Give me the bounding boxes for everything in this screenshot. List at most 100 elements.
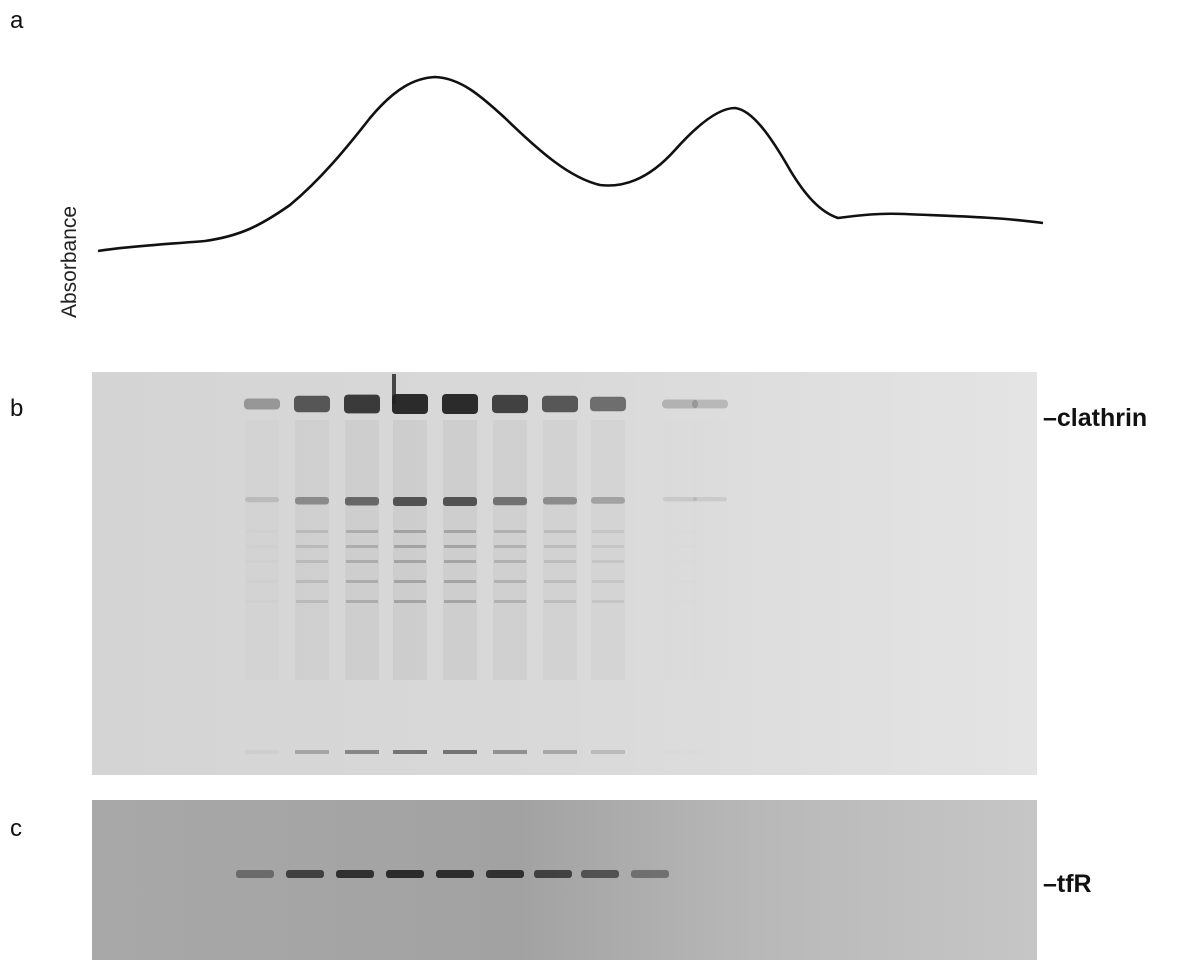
- band: [296, 600, 328, 603]
- band: [493, 750, 527, 754]
- tfr-band: [534, 870, 572, 878]
- band: [592, 560, 624, 563]
- band: [443, 497, 477, 506]
- band: [663, 750, 697, 754]
- band: [591, 750, 625, 754]
- tfr-band: [236, 870, 274, 878]
- band: [246, 560, 278, 563]
- tfr-band: [631, 870, 669, 878]
- gel-image: [92, 372, 1037, 775]
- band: [694, 560, 726, 563]
- band: [345, 497, 379, 506]
- clathrin-band: [542, 395, 578, 413]
- band: [494, 580, 526, 583]
- band: [394, 530, 426, 533]
- band: [592, 600, 624, 603]
- band: [296, 580, 328, 583]
- band: [394, 580, 426, 583]
- band: [296, 560, 328, 563]
- band: [444, 530, 476, 533]
- panel-label: c: [10, 815, 22, 842]
- absorbance-trace: [97, 75, 1044, 253]
- band: [444, 600, 476, 603]
- band: [394, 545, 426, 548]
- band: [393, 750, 427, 754]
- band: [444, 545, 476, 548]
- band: [592, 580, 624, 583]
- band: [664, 560, 696, 563]
- panel-label: b: [10, 395, 23, 422]
- lane-smear: [543, 420, 577, 680]
- clathrin-band: [662, 399, 698, 409]
- panel-label: a: [10, 7, 24, 34]
- band: [544, 560, 576, 563]
- clathrin-band: [492, 394, 528, 414]
- band: [246, 530, 278, 533]
- clathrin-band: [590, 396, 626, 412]
- band: [295, 750, 329, 754]
- tfr-band: [486, 870, 524, 878]
- band: [544, 580, 576, 583]
- lane-smear: [591, 420, 625, 680]
- band: [694, 545, 726, 548]
- band: [543, 750, 577, 754]
- band: [394, 600, 426, 603]
- band: [592, 545, 624, 548]
- band: [494, 530, 526, 533]
- band: [246, 545, 278, 548]
- blot-bands: [236, 870, 669, 878]
- band: [346, 545, 378, 548]
- band: [444, 560, 476, 563]
- band: [494, 545, 526, 548]
- band: [296, 545, 328, 548]
- band: [664, 600, 696, 603]
- gel-bands: [244, 374, 728, 754]
- band: [245, 750, 279, 754]
- band: [693, 750, 727, 754]
- clathrin-band: [392, 394, 428, 414]
- band: [494, 560, 526, 563]
- band: [444, 580, 476, 583]
- band: [591, 497, 625, 504]
- band: [493, 497, 527, 506]
- lane-smear: [393, 420, 427, 680]
- band: [393, 497, 427, 506]
- band: [543, 497, 577, 505]
- lane-smear: [663, 420, 697, 680]
- lane-smear: [295, 420, 329, 680]
- band: [664, 530, 696, 533]
- band: [346, 600, 378, 603]
- band: [394, 560, 426, 563]
- tfr-band: [286, 870, 324, 878]
- band: [246, 580, 278, 583]
- band: [544, 530, 576, 533]
- lane-smear: [493, 420, 527, 680]
- clathrin-band: [442, 394, 478, 414]
- band: [346, 580, 378, 583]
- clathrin-band: [692, 399, 728, 409]
- band: [664, 545, 696, 548]
- band: [245, 497, 279, 503]
- band: [694, 580, 726, 583]
- tfr-band: [336, 870, 374, 878]
- lane-smear: [443, 420, 477, 680]
- band: [295, 497, 329, 505]
- band: [544, 600, 576, 603]
- band: [346, 530, 378, 533]
- band: [246, 600, 278, 603]
- band: [443, 750, 477, 754]
- band: [494, 600, 526, 603]
- band-marker: –clathrin: [1043, 404, 1147, 432]
- band: [592, 530, 624, 533]
- tfr-band: [581, 870, 619, 878]
- lane-smear: [345, 420, 379, 680]
- clathrin-band: [294, 395, 330, 413]
- band-marker: –tfR: [1043, 870, 1092, 898]
- band: [663, 497, 697, 502]
- lane-smear: [693, 420, 727, 680]
- tfr-band: [386, 870, 424, 878]
- band: [544, 545, 576, 548]
- band: [693, 497, 727, 502]
